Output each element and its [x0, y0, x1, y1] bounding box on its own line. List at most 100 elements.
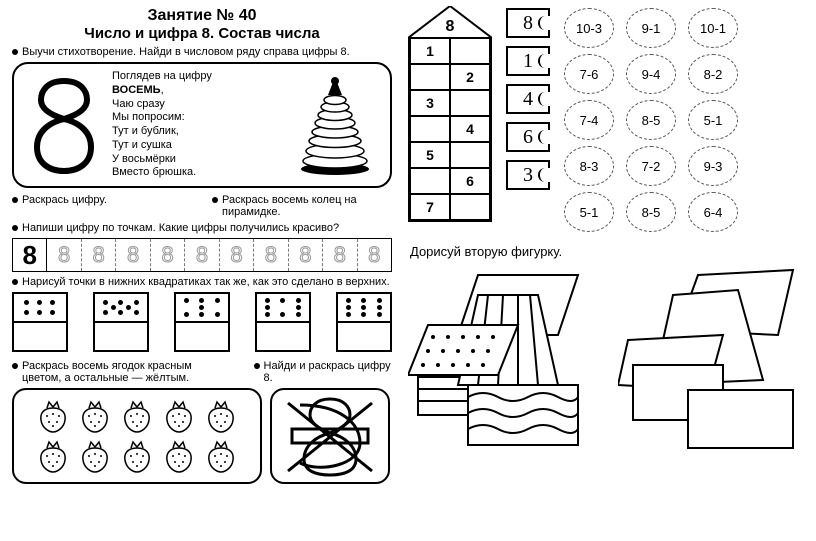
number-tags-column: 8 1 4 6 3: [506, 8, 550, 232]
big-eight-outline: [24, 70, 104, 180]
house-cell[interactable]: [450, 194, 490, 220]
strawberry-icon: [35, 398, 71, 434]
domino[interactable]: [93, 292, 149, 352]
poem-box: Поглядев на цифру ВОСЕМЬ, Чаю сразу Мы п…: [12, 62, 392, 188]
number-tag[interactable]: 6: [506, 122, 550, 152]
task-color-berries: Раскрась восемь ягодок красным цветом, а…: [12, 360, 234, 384]
house-cell[interactable]: 5: [410, 142, 450, 168]
subtraction-cell[interactable]: 8-5: [626, 192, 676, 232]
subtraction-cell[interactable]: 8-5: [626, 100, 676, 140]
house-row[interactable]: 6: [410, 168, 490, 194]
house-row[interactable]: 4: [410, 116, 490, 142]
house-row[interactable]: 5: [410, 142, 490, 168]
trace-cell[interactable]: 8: [220, 239, 254, 271]
house-row[interactable]: 1: [410, 38, 490, 64]
number-tag[interactable]: 1: [506, 46, 550, 76]
number-tag[interactable]: 3: [506, 160, 550, 190]
task-trace-digit: Напиши цифру по точкам. Какие цифры полу…: [12, 222, 392, 234]
subtraction-cell[interactable]: 5-1: [688, 100, 738, 140]
bullet-icon: [12, 225, 18, 231]
strawberry-icon: [35, 438, 71, 474]
subtraction-cell[interactable]: 10-3: [564, 8, 614, 48]
subtraction-cell[interactable]: 8-2: [688, 54, 738, 94]
subtraction-cell[interactable]: 6-4: [688, 192, 738, 232]
subtraction-cell[interactable]: 9-4: [626, 54, 676, 94]
strawberry-icon: [203, 438, 239, 474]
trace-cell[interactable]: 8: [289, 239, 323, 271]
trace-cell[interactable]: 8: [358, 239, 391, 271]
subtraction-cell[interactable]: 7-2: [626, 146, 676, 186]
house-cell[interactable]: [410, 168, 450, 194]
trace-cell[interactable]: 8: [116, 239, 150, 271]
strawberry-icon: [77, 438, 113, 474]
strawberry-icon: [119, 398, 155, 434]
lesson-title: Число и цифра 8. Состав числа: [12, 25, 392, 42]
house-cell[interactable]: [410, 64, 450, 90]
task-copy-dots: Нарисуй точки в нижних квадратиках так ж…: [12, 276, 392, 288]
house-cell[interactable]: [450, 90, 490, 116]
task-draw-second-shape: Дорисуй вторую фигурку.: [410, 244, 808, 259]
house-cell[interactable]: 3: [410, 90, 450, 116]
left-column: Занятие № 40 Число и цифра 8. Состав чис…: [0, 0, 400, 541]
number-tag[interactable]: 8: [506, 8, 550, 38]
bullet-icon: [12, 197, 18, 203]
tracing-row: 8 8 8 8 8 8 8 8 8 8 8: [12, 238, 392, 272]
strawberry-icon: [161, 398, 197, 434]
domino[interactable]: [336, 292, 392, 352]
domino[interactable]: [255, 292, 311, 352]
pyramid-toy: [290, 70, 380, 180]
domino[interactable]: [174, 292, 230, 352]
trace-cell[interactable]: 8: [254, 239, 288, 271]
subtraction-cell[interactable]: 10-1: [688, 8, 738, 48]
subtraction-cell[interactable]: 8-3: [564, 146, 614, 186]
house-cell[interactable]: [450, 142, 490, 168]
house-top-number: 8: [408, 18, 492, 36]
subtraction-cell[interactable]: 5-1: [564, 192, 614, 232]
find-eight-box: [270, 388, 390, 484]
bullet-icon: [254, 363, 260, 369]
trace-cell[interactable]: 8: [82, 239, 116, 271]
strawberry-icon: [77, 398, 113, 434]
trace-cell[interactable]: 8: [151, 239, 185, 271]
domino-row: [12, 292, 392, 352]
trace-cell[interactable]: 8: [323, 239, 357, 271]
strawberry-icon: [119, 438, 155, 474]
task-text: Выучи стихотворение. Найди в числовом ря…: [22, 46, 392, 58]
bullet-icon: [212, 197, 218, 203]
number-house: 8 1234567: [408, 6, 492, 232]
house-cell[interactable]: [410, 116, 450, 142]
number-tag[interactable]: 4: [506, 84, 550, 114]
task-color-rings: Раскрась восемь колец на пирамидке.: [212, 194, 392, 218]
domino[interactable]: [12, 292, 68, 352]
trace-sample-8: 8: [22, 240, 36, 271]
subtraction-cell[interactable]: 9-1: [626, 8, 676, 48]
bullet-icon: [12, 279, 18, 285]
strawberry-icon: [161, 438, 197, 474]
house-cell[interactable]: 7: [410, 194, 450, 220]
lesson-number: Занятие № 40: [12, 6, 392, 25]
subtraction-cell[interactable]: 7-6: [564, 54, 614, 94]
strawberry-icon: [203, 398, 239, 434]
shapes-sample: [408, 265, 598, 465]
house-cell[interactable]: 6: [450, 168, 490, 194]
house-cell[interactable]: [450, 38, 490, 64]
poem-text: Поглядев на цифру ВОСЕМЬ, Чаю сразу Мы п…: [112, 70, 282, 180]
trace-cell[interactable]: 8: [185, 239, 219, 271]
subtraction-cell[interactable]: 9-3: [688, 146, 738, 186]
berries-box: [12, 388, 262, 484]
task-find-8: Найди и раскрась цифру 8.: [254, 360, 392, 384]
house-row[interactable]: 7: [410, 194, 490, 220]
task-color-digit: Раскрась цифру.: [12, 194, 192, 218]
shapes-to-complete[interactable]: [618, 265, 808, 465]
trace-cell[interactable]: 8: [47, 239, 81, 271]
subtraction-grid: 10-3 9-1 10-1 7-6 9-4 8-2 7-4 8-5 5-1 8-3 7-2 9-3 5-…: [564, 8, 738, 232]
house-cell[interactable]: 1: [410, 38, 450, 64]
house-row[interactable]: 2: [410, 64, 490, 90]
subtraction-cell[interactable]: 7-4: [564, 100, 614, 140]
bullet-icon: [12, 363, 18, 369]
house-cell[interactable]: 4: [450, 116, 490, 142]
house-row[interactable]: 3: [410, 90, 490, 116]
house-cell[interactable]: 2: [450, 64, 490, 90]
bullet-icon: [12, 49, 18, 55]
right-column: 8 1234567 81463 10-39-110-17-69-48-27-48…: [400, 0, 816, 541]
